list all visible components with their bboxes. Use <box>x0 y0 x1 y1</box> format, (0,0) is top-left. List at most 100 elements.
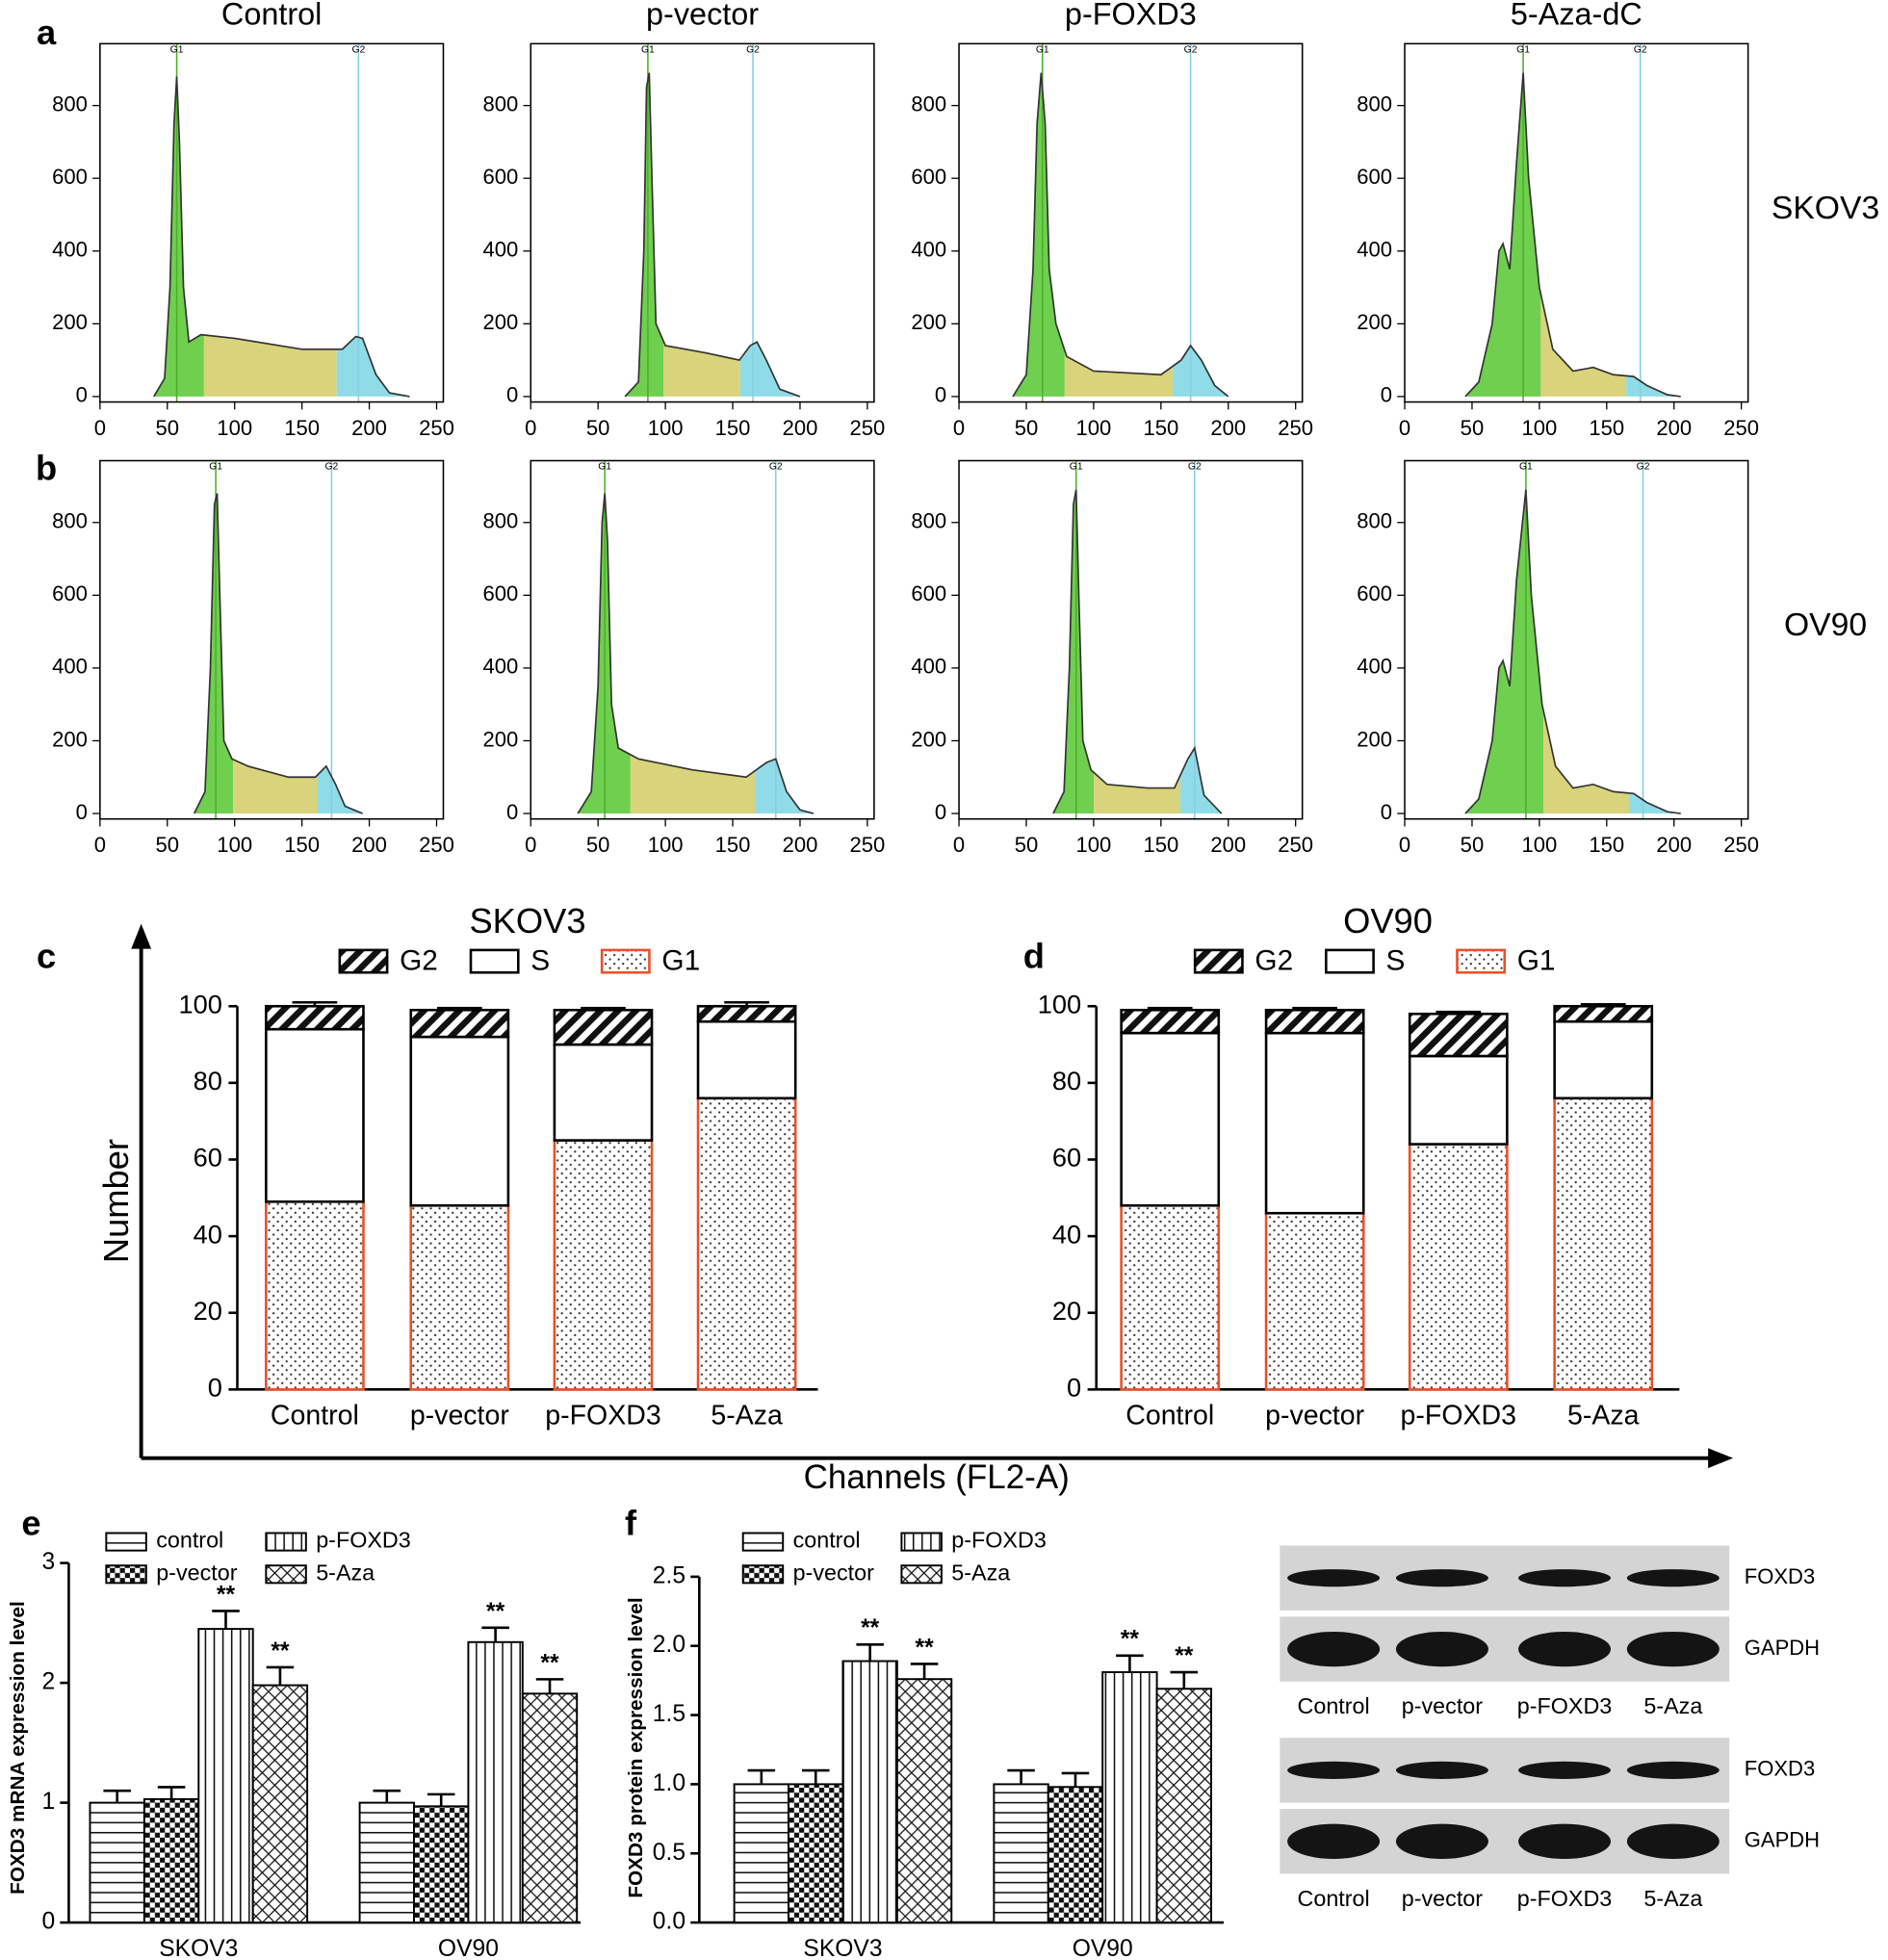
x-tick-label: 100 <box>648 833 684 857</box>
y-tick-label: 0 <box>76 383 88 407</box>
y-tick-label: 200 <box>483 310 519 334</box>
blot-band <box>1395 1761 1488 1779</box>
x-tick-label: 0 <box>1399 416 1410 440</box>
y-tick-label: 400 <box>911 655 946 679</box>
histogram-line <box>193 493 363 814</box>
y-tick-label: 2 <box>41 1669 55 1695</box>
blot-row-label: GAPDH <box>1745 1636 1820 1660</box>
blot-band <box>1626 1631 1720 1667</box>
gate-label: G2 <box>746 45 760 56</box>
y-tick-label: 800 <box>1357 509 1392 533</box>
area-fill <box>630 754 756 814</box>
x-tick-label: 50 <box>586 416 610 440</box>
area-fill <box>233 759 318 814</box>
blot-band <box>1518 1631 1611 1667</box>
x-tick-label: p-FOXD3 <box>545 1400 660 1431</box>
area-fill <box>1094 772 1181 814</box>
bar <box>1047 1786 1104 1924</box>
y-tick-label: 800 <box>483 91 519 116</box>
column-title: p-vector <box>646 0 759 31</box>
bar <box>413 1805 470 1924</box>
legend-label: G2 <box>1254 945 1293 977</box>
x-tick-label: 250 <box>419 416 454 440</box>
significance: ** <box>1121 1627 1140 1653</box>
area-fill <box>1543 710 1629 814</box>
y-tick-label: 400 <box>1357 238 1392 262</box>
y-tick-label: 200 <box>911 727 946 751</box>
legend-swatch <box>469 948 520 974</box>
x-tick-label: 100 <box>1521 416 1557 440</box>
y-tick-label: 40 <box>194 1219 222 1249</box>
gate-label: G2 <box>351 45 365 56</box>
legend-label: G2 <box>400 945 438 977</box>
bar <box>1101 1671 1158 1924</box>
x-tick-label: 250 <box>850 416 886 440</box>
gate-label: G2 <box>324 462 338 473</box>
significance: ** <box>1175 1643 1194 1669</box>
legend-swatch <box>265 1532 307 1552</box>
histogram-line <box>1012 72 1229 398</box>
bar-segment <box>1553 1019 1654 1100</box>
bar <box>197 1628 254 1924</box>
y-tick-label: 0 <box>41 1909 55 1935</box>
area-fill <box>194 493 234 814</box>
panel-letter: a <box>37 13 57 52</box>
bar-segment <box>409 1008 510 1039</box>
y-tick-label: 60 <box>194 1143 222 1173</box>
x-tick-label: 250 <box>850 833 886 857</box>
y-tick-label: 600 <box>483 165 519 189</box>
legend-label: G1 <box>1517 945 1556 977</box>
y-tick-label: 800 <box>52 509 88 533</box>
histogram-line <box>1464 72 1681 398</box>
x-tick-label: 200 <box>1210 833 1246 857</box>
blot-row-label: FOXD3 <box>1745 1757 1815 1781</box>
x-tick-label: 50 <box>586 833 610 857</box>
significance: ** <box>540 1650 559 1676</box>
legend-swatch <box>1325 948 1375 974</box>
legend-swatch <box>900 1564 943 1585</box>
bar-segment <box>696 1096 797 1391</box>
bar-segment <box>1553 1004 1654 1023</box>
x-tick-label: 200 <box>783 833 818 857</box>
y-tick-label: 600 <box>483 581 519 606</box>
y-tick-label: 0 <box>1381 800 1392 824</box>
y-tick-label: 0 <box>1381 383 1392 407</box>
area-fill <box>1628 792 1681 814</box>
gate-label: G1 <box>598 462 611 473</box>
y-tick-label: 1 <box>41 1789 55 1815</box>
legend-swatch <box>265 1564 307 1585</box>
plot-frame <box>99 42 445 403</box>
x-tick-label: 150 <box>284 833 320 857</box>
y-tick-label: 100 <box>1038 989 1081 1019</box>
gate-label: G2 <box>1184 45 1198 56</box>
y-tick-label: 200 <box>1357 310 1392 334</box>
significance: ** <box>486 1599 505 1625</box>
bar-segment <box>553 1008 654 1046</box>
y-tick-label: 400 <box>483 655 519 679</box>
x-tick-label: 0 <box>525 833 536 857</box>
x-tick-label: 50 <box>1461 416 1485 440</box>
x-tick-label: Control <box>1125 1400 1214 1431</box>
gate-label: G1 <box>1070 462 1083 473</box>
x-tick-label: 200 <box>1210 416 1246 440</box>
histogram-line <box>577 493 815 814</box>
x-tick-label: p-vector <box>410 1400 510 1431</box>
blot-band <box>1518 1569 1611 1587</box>
plot-frame <box>530 459 875 820</box>
bar <box>993 1783 1049 1924</box>
bar <box>467 1640 524 1924</box>
column-title: 5-Aza-dC <box>1511 0 1642 31</box>
plot-frame <box>958 459 1304 820</box>
gate-label: G1 <box>1516 45 1530 56</box>
bar <box>1155 1688 1212 1924</box>
blot-band <box>1518 1823 1611 1859</box>
plot-frame <box>1404 42 1749 403</box>
y-tick-label: 600 <box>1357 581 1392 606</box>
x-tick-label: 200 <box>783 416 818 440</box>
y-tick-label: 2.0 <box>653 1632 685 1658</box>
area-fill <box>203 335 337 397</box>
bar-segment <box>409 1203 510 1391</box>
bar-segment <box>265 1199 365 1391</box>
y-tick-label: 400 <box>52 238 88 262</box>
